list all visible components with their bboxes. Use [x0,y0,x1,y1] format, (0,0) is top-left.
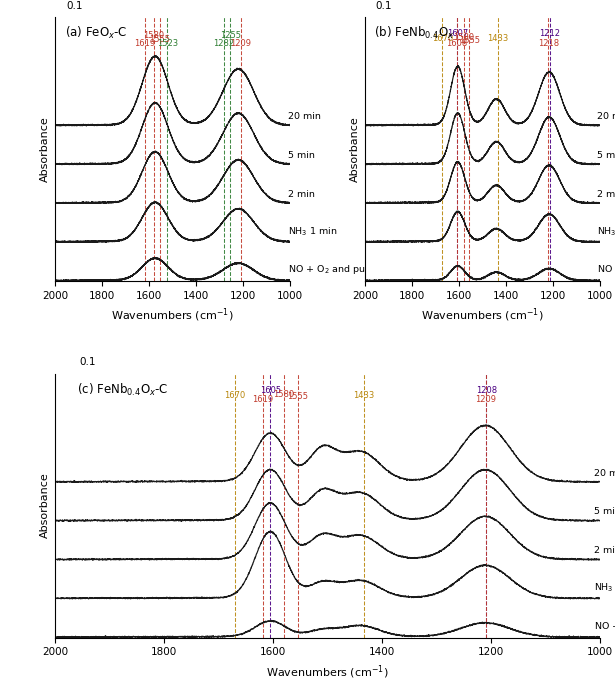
Text: 5 min: 5 min [288,151,314,160]
Text: NO + O$_2$ and purge: NO + O$_2$ and purge [288,263,381,276]
Text: 20 min: 20 min [288,112,320,121]
Text: 0.1: 0.1 [80,357,97,368]
Text: 0.1: 0.1 [376,1,392,11]
Text: 1607: 1607 [446,29,468,38]
X-axis label: Wavenumbers (cm$^{-1}$): Wavenumbers (cm$^{-1}$) [421,306,544,324]
Y-axis label: Absorbance: Absorbance [349,116,360,182]
Text: 1208: 1208 [476,386,497,395]
Y-axis label: Absorbance: Absorbance [40,473,50,539]
Text: 1523: 1523 [157,39,178,48]
Text: 1433: 1433 [488,35,509,44]
Text: 1209: 1209 [475,395,496,404]
Text: 2 min: 2 min [594,546,615,555]
Text: 5 min: 5 min [597,151,615,160]
X-axis label: Wavenumbers (cm$^{-1}$): Wavenumbers (cm$^{-1}$) [111,306,234,324]
Text: 1619: 1619 [134,39,156,48]
Text: 1670: 1670 [224,391,245,400]
Text: 1619: 1619 [252,395,273,404]
Text: 1580: 1580 [143,31,164,40]
Text: 1555: 1555 [287,392,308,402]
Text: NO + O$_2$ and purge: NO + O$_2$ and purge [594,620,615,633]
Text: 1255: 1255 [220,31,240,40]
Text: (b) FeNb$_{0.4}$O$_x$: (b) FeNb$_{0.4}$O$_x$ [375,25,455,41]
Text: NH$_3$ 1 min: NH$_3$ 1 min [597,225,615,237]
Text: 1555: 1555 [149,35,170,44]
Text: (c) FeNb$_{0.4}$O$_x$-C: (c) FeNb$_{0.4}$O$_x$-C [77,381,169,398]
Text: 1282: 1282 [213,39,234,48]
Text: 1555: 1555 [459,36,480,45]
Text: 0.1: 0.1 [66,1,82,11]
Text: 2 min: 2 min [597,190,615,199]
Text: 5 min: 5 min [594,507,615,516]
Text: 1580: 1580 [274,389,295,398]
Text: NH$_3$ 1 min: NH$_3$ 1 min [594,582,615,594]
Text: 1580: 1580 [453,33,474,42]
Text: 1605: 1605 [260,386,281,395]
X-axis label: Wavenumbers (cm$^{-1}$): Wavenumbers (cm$^{-1}$) [266,663,389,681]
Text: 1433: 1433 [354,391,375,400]
Text: 20 min: 20 min [597,112,615,121]
Text: 2 min: 2 min [288,190,314,199]
Y-axis label: Absorbance: Absorbance [40,116,50,182]
Text: NO + O$_2$ and purge: NO + O$_2$ and purge [597,263,615,276]
Text: 1218: 1218 [538,39,559,48]
Text: (a) FeO$_x$-C: (a) FeO$_x$-C [65,25,127,41]
Text: 1608: 1608 [446,39,467,48]
Text: 1212: 1212 [539,29,560,38]
Text: NH$_3$ 1 min: NH$_3$ 1 min [288,225,337,237]
Text: 20 min: 20 min [594,469,615,477]
Text: 1670: 1670 [432,35,453,44]
Text: 1209: 1209 [231,39,252,48]
